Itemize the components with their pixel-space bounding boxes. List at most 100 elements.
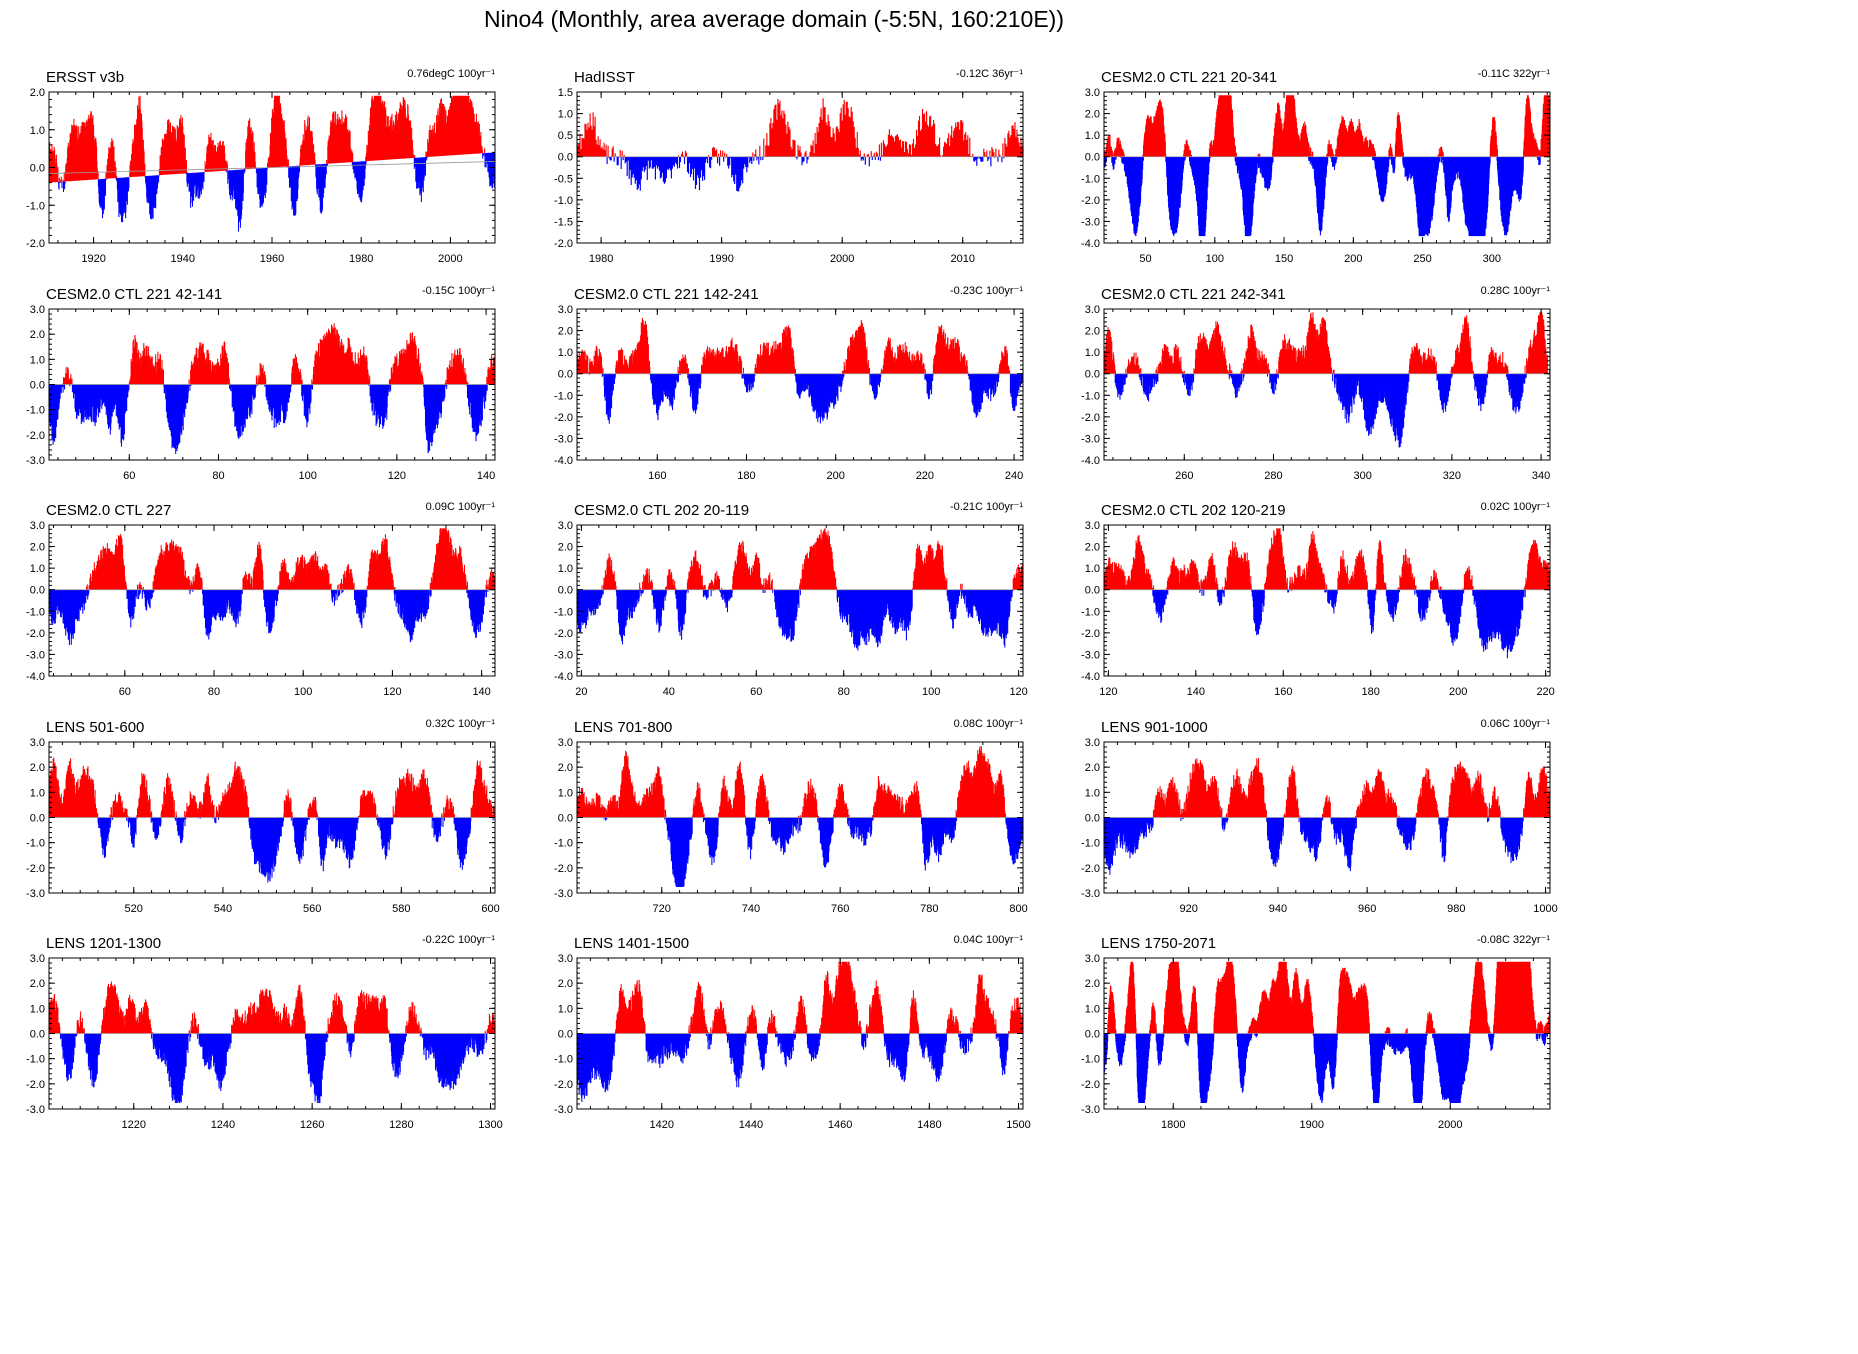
y-tick-label: 2.0 [1085, 326, 1100, 338]
y-tick-label: 1.0 [558, 109, 573, 121]
y-tick-label: -1.5 [554, 216, 573, 228]
y-tick-label: -2.0 [554, 1079, 573, 1091]
panel-trend: -0.15C 100yr⁻¹ [422, 285, 495, 297]
x-tick-label: 520 [125, 903, 143, 915]
x-tick-label: 1980 [589, 253, 613, 265]
y-tick-label: 2.0 [558, 542, 573, 554]
plot-frame [1103, 91, 1551, 244]
y-tick-label: -3.0 [1081, 888, 1100, 900]
x-tick-label: 20 [575, 686, 587, 698]
y-tick-label: 2.0 [1085, 978, 1100, 990]
x-tick-label: 1440 [739, 1119, 763, 1131]
y-tick-label: -2.0 [26, 1079, 45, 1091]
y-tick-label: 3.0 [558, 520, 573, 532]
negative-anomaly-series [576, 156, 1005, 192]
panel-title: LENS 701-800 [574, 719, 672, 736]
y-tick-label: -1.0 [554, 606, 573, 618]
y-tick-label: 3.0 [30, 304, 45, 316]
y-tick-label: -1.0 [1081, 173, 1100, 185]
positive-anomaly-series [576, 317, 1024, 374]
panel-trend: 0.04C 100yr⁻¹ [954, 934, 1024, 946]
x-tick-label: 1420 [649, 1119, 673, 1131]
panel-trend: -0.12C 36yr⁻¹ [956, 68, 1023, 80]
y-tick-label: -1.0 [1081, 1054, 1100, 1066]
y-tick-label: -1.0 [26, 1054, 45, 1066]
panel: CESM2.0 CTL 221 20-341 -0.11C 322yr⁻¹ -4.0… [1081, 68, 1551, 265]
y-tick-label: 0.0 [558, 1029, 573, 1041]
y-tick-label: -1.0 [26, 838, 45, 850]
panel: LENS 1750-2071 -0.08C 322yr⁻¹ -3.0 -2.0 -1.0… [1081, 934, 1551, 1131]
negative-anomaly-series [59, 1033, 488, 1103]
panel-trend: 0.28C 100yr⁻¹ [1481, 285, 1551, 297]
y-tick-label: 2.0 [30, 978, 45, 990]
plot-frame [1103, 524, 1551, 677]
x-tick-label: 980 [1447, 903, 1465, 915]
y-tick-label: 0.0 [1085, 152, 1100, 164]
negative-anomaly-series [576, 1033, 1010, 1102]
y-tick-label: 1.0 [30, 787, 45, 799]
x-tick-label: 80 [208, 686, 220, 698]
x-tick-label: 40 [663, 686, 675, 698]
x-tick-label: 60 [119, 686, 131, 698]
x-tick-label: 50 [1139, 253, 1151, 265]
x-tick-label: 180 [1362, 686, 1380, 698]
panel-title: HadISST [574, 69, 635, 86]
y-tick-label: -3.0 [26, 455, 45, 467]
y-tick-label: 3.0 [30, 737, 45, 749]
nino4-figure: Nino4 (Monthly, area average domain (-5:… [26, 6, 1558, 1131]
y-tick-label: 0.0 [1085, 1029, 1100, 1041]
y-tick-label: 1.0 [30, 125, 45, 137]
y-tick-label: -2.0 [1081, 863, 1100, 875]
x-tick-label: 120 [388, 470, 406, 482]
positive-anomaly-series [1152, 757, 1551, 818]
x-tick-label: 1240 [211, 1119, 235, 1131]
x-tick-label: 1980 [349, 253, 373, 265]
y-tick-label: 1.0 [558, 787, 573, 799]
x-tick-label: 60 [750, 686, 762, 698]
negative-anomaly-series [48, 384, 488, 454]
x-tick-label: 540 [214, 903, 232, 915]
negative-anomaly-series [48, 589, 489, 645]
x-tick-label: 340 [1532, 470, 1550, 482]
y-tick-label: 2.0 [30, 87, 45, 99]
x-tick-label: 2000 [438, 253, 462, 265]
y-tick-label: 0.0 [558, 152, 573, 164]
panel-title: CESM2.0 CTL 202 20-119 [574, 502, 749, 519]
x-tick-label: 180 [737, 470, 755, 482]
y-tick-label: 2.0 [30, 762, 45, 774]
x-tick-label: 300 [1354, 470, 1372, 482]
y-tick-label: 0.0 [558, 585, 573, 597]
positive-anomaly-series [85, 528, 496, 590]
y-tick-label: 2.0 [1085, 762, 1100, 774]
positive-anomaly-series [62, 323, 496, 385]
x-tick-label: 600 [481, 903, 499, 915]
y-tick-label: 0.0 [30, 380, 45, 392]
y-tick-label: 3.0 [1085, 304, 1100, 316]
y-tick-label: -2.0 [554, 412, 573, 424]
y-tick-label: -0.5 [554, 173, 573, 185]
x-tick-label: 250 [1413, 253, 1431, 265]
y-tick-label: 1.0 [1085, 347, 1100, 359]
panel: CESM2.0 CTL 202 120-219 0.02C 100yr⁻¹ -4.0… [1081, 501, 1555, 698]
y-tick-label: -4.0 [1081, 671, 1100, 683]
y-tick-label: 1.5 [558, 87, 573, 99]
panel-trend: 0.08C 100yr⁻¹ [954, 718, 1024, 730]
y-tick-label: -1.0 [554, 1054, 573, 1066]
x-tick-label: 120 [1009, 686, 1027, 698]
y-tick-label: -2.0 [1081, 412, 1100, 424]
y-tick-label: 0.0 [1085, 585, 1100, 597]
x-tick-label: 2010 [950, 253, 974, 265]
y-tick-label: -4.0 [554, 455, 573, 467]
y-tick-label: 3.0 [1085, 87, 1100, 99]
x-tick-label: 80 [838, 686, 850, 698]
x-tick-label: 220 [916, 470, 934, 482]
y-tick-label: 3.0 [1085, 737, 1100, 749]
panel-title: CESM2.0 CTL 221 42-141 [46, 286, 222, 303]
y-tick-label: 0.5 [558, 130, 573, 142]
y-tick-label: 0.0 [558, 369, 573, 381]
x-tick-label: 100 [922, 686, 940, 698]
y-tick-label: 2.0 [558, 762, 573, 774]
panel: CESM2.0 CTL 202 20-119 -0.21C 100yr⁻¹ -4.0… [554, 501, 1028, 698]
negative-anomaly-series [588, 373, 1024, 424]
x-tick-label: 320 [1443, 470, 1461, 482]
